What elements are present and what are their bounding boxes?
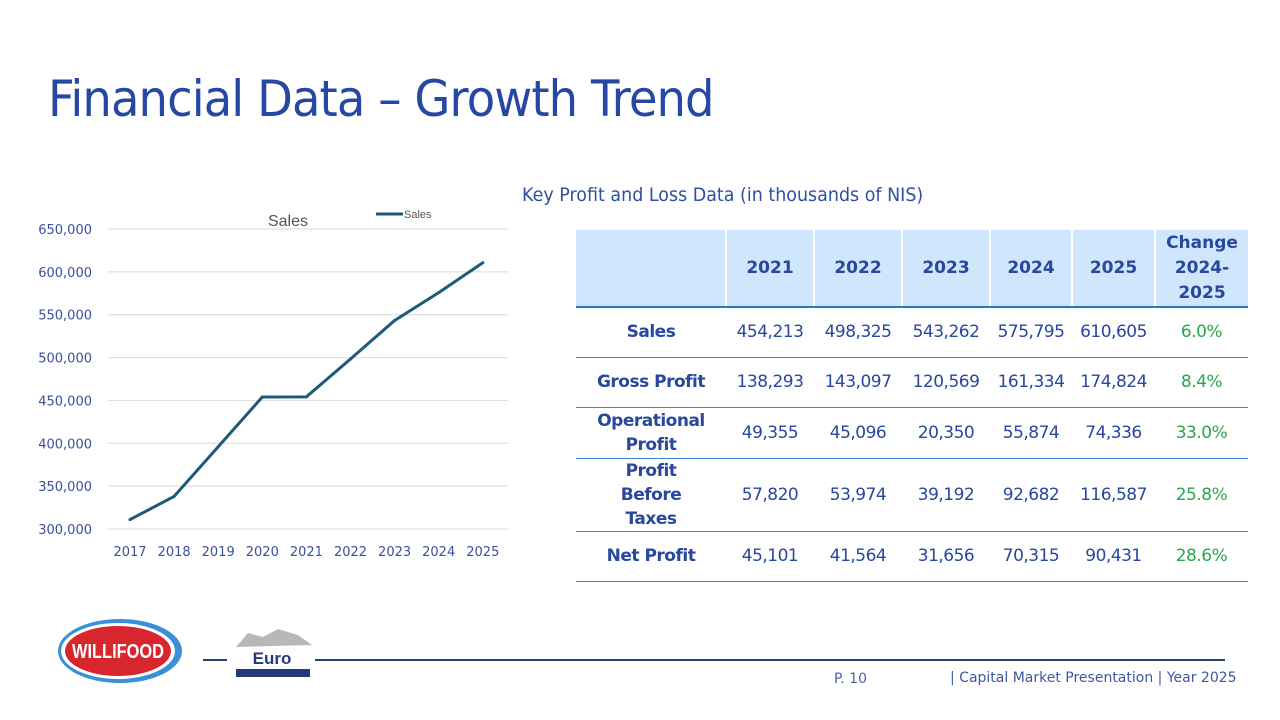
y-tick-label: 400,000 [38, 437, 92, 452]
row-label: Operational Profit [576, 407, 726, 459]
pl-table: 2021 2022 2023 2024 2025 Change 2024- 2025 Sale… [576, 230, 1248, 582]
header-year: 2025 [1071, 230, 1155, 308]
x-tick-label: 2021 [290, 545, 323, 560]
cell-change: 25.8% [1155, 458, 1248, 532]
y-tick-label: 300,000 [38, 523, 92, 538]
cell-value: 161,334 [990, 357, 1072, 408]
header-change-line: Change [1166, 232, 1238, 253]
y-tick-label: 600,000 [38, 266, 92, 281]
cell-value: 49,355 [726, 407, 814, 459]
row-label: Net Profit [576, 531, 726, 582]
cell-value: 57,820 [726, 458, 814, 532]
cell-value: 116,587 [1072, 458, 1155, 532]
chart-title: Sales [268, 213, 308, 230]
x-tick-label: 2022 [334, 545, 367, 560]
header-year: 2024 [989, 230, 1072, 308]
header-year: 2021 [725, 230, 814, 308]
willifood-logo: WILLIFOOD [58, 618, 198, 693]
cell-value: 92,682 [990, 458, 1072, 532]
cell-value: 41,564 [814, 531, 902, 582]
svg-text:WILLIFOOD: WILLIFOOD [72, 641, 164, 663]
svg-text:Euro: Euro [253, 649, 292, 668]
cell-value: 454,213 [726, 307, 814, 358]
cell-value: 120,569 [902, 357, 990, 408]
table-row: Sales 454,213 498,325 543,262 575,795 610,605… [576, 307, 1248, 358]
cell-change: 28.6% [1155, 531, 1248, 582]
header-change-line: 2025 [1178, 282, 1226, 303]
x-tick-label: 2023 [378, 545, 411, 560]
row-label: Gross Profit [576, 357, 726, 408]
header-empty [576, 230, 726, 308]
data-point [128, 518, 132, 522]
data-point [437, 291, 441, 295]
cell-value: 39,192 [902, 458, 990, 532]
x-tick-label: 2024 [422, 545, 455, 560]
row-label: Sales [576, 307, 726, 358]
header-year: 2023 [901, 230, 990, 308]
y-tick-label: 350,000 [38, 480, 92, 495]
cell-value: 90,431 [1072, 531, 1155, 582]
cell-value: 143,097 [814, 357, 902, 408]
cell-value: 31,656 [902, 531, 990, 582]
y-tick-label: 450,000 [38, 394, 92, 409]
cell-value: 575,795 [990, 307, 1072, 358]
slide-title: Financial Data – Growth Trend [48, 70, 715, 128]
x-tick-label: 2025 [466, 545, 499, 560]
footer-divider-short [203, 659, 227, 661]
table-row: Profit Before Taxes 57,820 53,974 39,192 92,… [576, 458, 1248, 532]
page-number: P. 10 [834, 671, 867, 687]
table-header-row: 2021 2022 2023 2024 2025 Change 2024- 2025 [576, 230, 1248, 308]
cell-change: 8.4% [1155, 357, 1248, 408]
y-tick-label: 650,000 [38, 223, 92, 238]
x-tick-label: 2018 [158, 545, 191, 560]
x-tick-label: 2017 [113, 545, 146, 560]
header-change-line: 2024- [1174, 257, 1230, 278]
x-tick-label: 2019 [202, 545, 235, 560]
data-point [172, 494, 176, 498]
data-point [393, 318, 397, 322]
cell-value: 498,325 [814, 307, 902, 358]
legend-label: Sales [404, 209, 432, 221]
cell-value: 55,874 [990, 407, 1072, 459]
cell-value: 53,974 [814, 458, 902, 532]
cell-value: 174,824 [1072, 357, 1155, 408]
cell-change: 33.0% [1155, 407, 1248, 459]
cell-value: 74,336 [1072, 407, 1155, 459]
x-tick-label: 2020 [246, 545, 279, 560]
cell-value: 45,096 [814, 407, 902, 459]
table-row: Net Profit 45,101 41,564 31,656 70,315 90,431… [576, 531, 1248, 582]
data-point [481, 261, 485, 265]
y-tick-label: 500,000 [38, 352, 92, 367]
row-label: Profit Before Taxes [576, 458, 726, 532]
table-title: Key Profit and Loss Data (in thousands o… [522, 184, 924, 206]
cell-value: 20,350 [902, 407, 990, 459]
header-year: 2022 [813, 230, 902, 308]
data-point [349, 357, 352, 361]
table-row: Operational Profit 49,355 45,096 20,350 55,8… [576, 407, 1248, 459]
cell-value: 610,605 [1072, 307, 1155, 358]
footer-divider [315, 659, 1225, 661]
data-point [216, 445, 220, 449]
data-point [304, 395, 308, 399]
presentation-label: | Capital Market Presentation | Year 202… [950, 670, 1237, 686]
cell-value: 45,101 [726, 531, 814, 582]
data-point [260, 395, 264, 399]
cell-value: 138,293 [726, 357, 814, 408]
series-line-sales [129, 261, 484, 521]
sales-chart: 300,000 350,000 400,000 450,000 500,000 550,0… [38, 209, 508, 560]
cell-change: 6.0% [1155, 307, 1248, 358]
header-change: Change 2024- 2025 [1154, 230, 1248, 308]
cell-value: 543,262 [902, 307, 990, 358]
euro-logo: Euro [228, 625, 318, 686]
cell-value: 70,315 [990, 531, 1072, 582]
y-tick-label: 550,000 [38, 309, 92, 324]
table-row: Gross Profit 138,293 143,097 120,569 161,334… [576, 357, 1248, 408]
